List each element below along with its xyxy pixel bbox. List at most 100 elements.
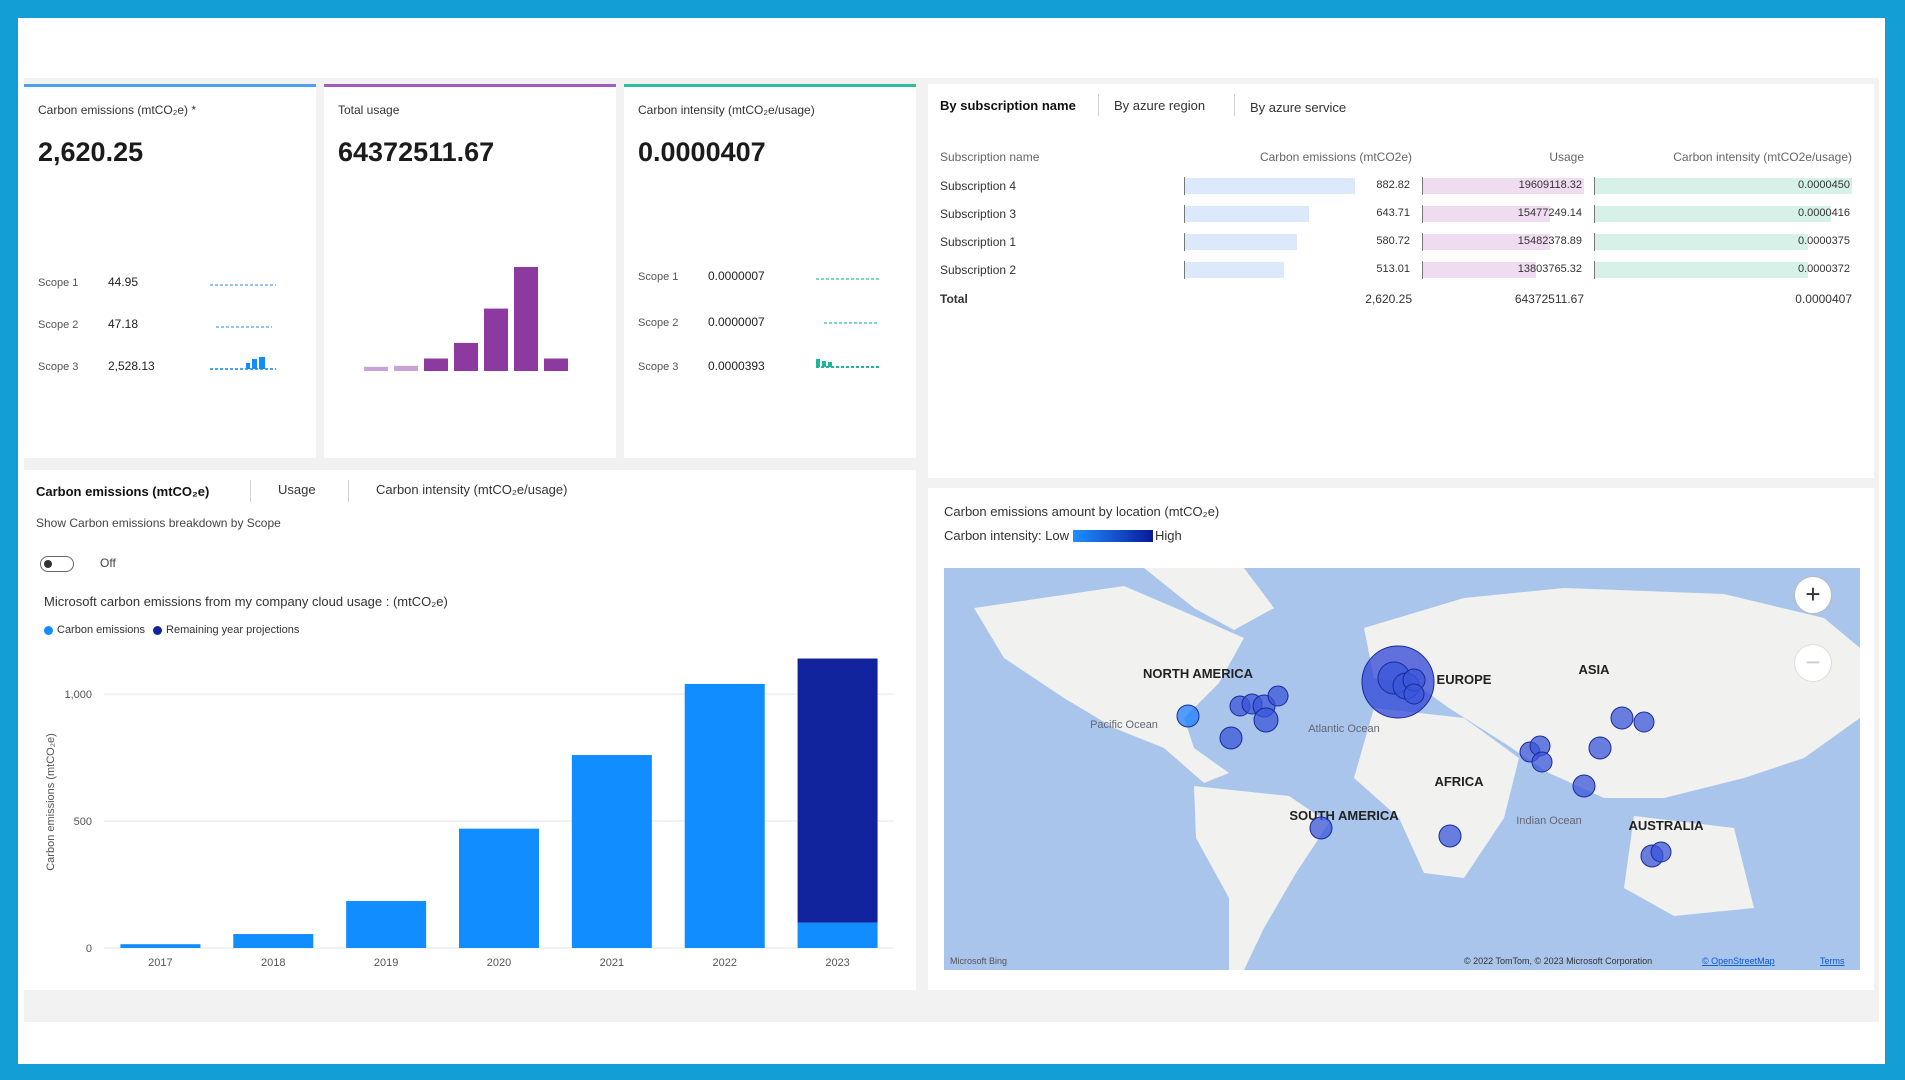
tab-by-subscription[interactable]: By subscription name [940,98,1076,113]
bubble[interactable] [1403,683,1425,705]
bubble[interactable] [1650,841,1672,863]
continent-label: SOUTH AMERICA [1289,808,1399,823]
continent-label: NORTH AMERICA [1143,666,1254,681]
tab-carbon-emissions[interactable]: Carbon emissions (mtCO₂e) [36,484,210,499]
bubble[interactable] [1267,685,1289,707]
emission-bubbles[interactable] [1176,645,1672,868]
bubble[interactable] [1610,706,1634,730]
cell-value: 643.71 [1376,207,1410,219]
x-tick-label: 2020 [487,957,511,969]
bar-2023-projection[interactable] [797,658,878,923]
scope-label: Scope 3 [638,361,679,373]
table-row[interactable]: Subscription 3 643.71 15477249.14 0.0000416 [940,200,1852,228]
column-header[interactable]: Carbon emissions (mtCO2e) [1259,150,1412,164]
map-attribution: © 2022 TomTom, © 2023 Microsoft Corporat… [1464,956,1652,966]
x-tick-label: 2022 [712,957,736,969]
column-header[interactable]: Subscription name [940,150,1040,164]
kpi-value: 2,620.25 [38,137,144,167]
chart-title: Microsoft carbon emissions from my compa… [44,594,448,609]
bubble[interactable] [1309,816,1333,840]
kpi-title: Carbon emissions (mtCO₂e) * [38,103,197,117]
column-header[interactable]: Usage [1549,150,1584,164]
africa-land [1354,708,1519,878]
tab-divider [348,480,349,502]
scope-label: Scope 3 [38,361,79,373]
total-usage: 64372511.67 [1514,292,1584,306]
data-bar [1185,178,1356,194]
cell-value: 13803765.32 [1517,263,1582,275]
kpi-card-emissions[interactable]: Carbon emissions (mtCO₂e) * 2,620.25 Sco… [24,84,316,458]
bubble[interactable] [1531,751,1553,773]
table-header-row: Subscription name Carbon emissions (mtCO… [940,142,1852,172]
map-title: Carbon emissions amount by location (mtC… [944,504,1220,519]
intensity-gradient [1073,529,1154,542]
subscription-name: Subscription 4 [940,179,1017,193]
x-tick-label: 2017 [148,957,172,969]
continent-label: EUROPE [1437,672,1492,687]
scope-row: Scope 2 0.0000007 [638,315,798,329]
bar-2017-emissions[interactable] [120,944,201,948]
cell-value: 882.82 [1376,179,1410,191]
bubble[interactable] [1219,726,1243,750]
dashboard: Carbon emissions (mtCO₂e) * 2,620.25 Sco… [24,78,1879,1022]
tab-by-region[interactable]: By azure region [1114,98,1206,113]
terms-link[interactable]: Terms [1820,956,1845,966]
usage-sparkbar [454,342,478,371]
continent-labels: NORTH AMERICA EUROPE ASIA AFRICA SOUTH A… [1143,662,1704,833]
intensity-cell: 0.0000416 [1584,200,1852,228]
map-attribution-left: Microsoft Bing [950,956,1007,966]
tab-by-service[interactable]: By azure service [1250,100,1347,115]
south-america-land [1194,786,1329,970]
usage-cell: 15482378.89 [1412,228,1584,256]
scope-toggle[interactable] [40,556,74,572]
x-tick-label: 2021 [600,957,624,969]
bar-2021-emissions[interactable] [571,755,652,948]
eurasia-land [1364,588,1860,798]
bar-2020-emissions[interactable] [459,828,539,948]
bubble[interactable] [1176,704,1200,728]
bubble[interactable] [1438,824,1462,848]
total-label: Total [940,292,968,306]
bar-2022-emissions[interactable] [684,683,765,948]
data-bar [1423,178,1584,194]
scope-row: Scope 1 44.95 [38,275,198,289]
australia-land [1624,816,1754,916]
subscription-name: Subscription 2 [940,263,1017,277]
bar-2018-emissions[interactable] [233,934,314,948]
bubble[interactable] [1253,707,1279,733]
bar-2023-emissions[interactable] [797,922,878,948]
table-row[interactable]: Subscription 1 580.72 15482378.89 0.0000375 [940,228,1852,256]
column-header[interactable]: Carbon intensity (mtCO2e/usage) [1673,150,1852,164]
subscription-table: Subscription name Carbon emissions (mtCO… [940,142,1852,314]
kpi-card-usage[interactable]: Total usage 64372511.67 [324,84,616,458]
osm-link[interactable]: © OpenStreetMap [1702,956,1775,966]
cell-bar-wrap: 0.0000450 [1594,177,1852,195]
tab-divider [1234,94,1235,116]
tab-carbon-intensity[interactable]: Carbon intensity (mtCO₂e/usage) [376,482,568,497]
bubble[interactable] [1588,736,1612,760]
sparkbar [828,362,832,367]
bubble[interactable] [1572,774,1596,798]
legend-dot-projection [153,625,163,635]
bubble[interactable] [1633,711,1655,733]
legend-high: High [1155,528,1182,543]
x-tick-label: 2018 [261,957,285,969]
world-map[interactable]: Pacific Ocean Atlantic Ocean Indian Ocea… [944,568,1860,970]
kpi-card-intensity[interactable]: Carbon intensity (mtCO₂e/usage) 0.000040… [624,84,916,458]
table-row[interactable]: Subscription 4 882.82 19609118.32 0.0000450 [940,172,1852,200]
zoom-out-button[interactable]: − [1794,644,1832,682]
data-bar [1185,206,1310,222]
continent-label: AFRICA [1434,774,1484,789]
table-row[interactable]: Subscription 2 513.01 13803765.32 0.0000372 [940,256,1852,284]
cell-bar-wrap: 580.72 [1184,233,1412,251]
bar-2019-emissions[interactable] [346,901,427,948]
usage-sparkbar [424,358,448,371]
zoom-in-button[interactable]: + [1794,576,1832,614]
data-bar [1423,234,1551,250]
subscription-name: Subscription 3 [940,207,1017,221]
cell-value: 580.72 [1376,235,1410,247]
scope-label: Scope 2 [638,317,679,329]
tab-usage[interactable]: Usage [278,482,316,497]
ocean-label: Indian Ocean [1516,815,1581,827]
app-canvas: Carbon emissions (mtCO₂e) * 2,620.25 Sco… [18,18,1885,1064]
